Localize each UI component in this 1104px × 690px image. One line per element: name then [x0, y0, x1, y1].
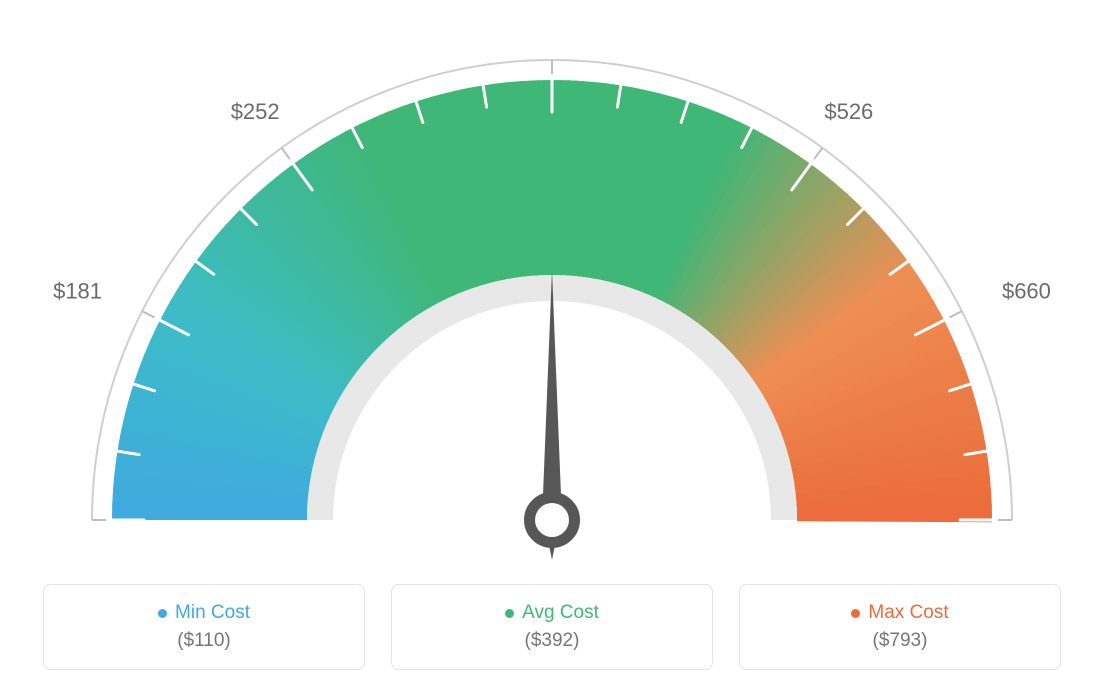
legend-value-avg: ($392)	[525, 630, 580, 652]
legend-title-max: Max Cost	[868, 602, 948, 624]
legend-card-max: Max Cost ($793)	[739, 584, 1061, 670]
legend-card-min: Min Cost ($110)	[43, 584, 365, 670]
legend-card-avg: Avg Cost ($392)	[391, 584, 713, 670]
dot-icon	[158, 609, 167, 618]
tick-label: $660	[1002, 278, 1051, 303]
legend-title-row: Min Cost	[158, 602, 250, 624]
legend-title-row: Avg Cost	[505, 602, 599, 624]
tick-label: $526	[824, 99, 873, 124]
dot-icon	[505, 609, 514, 618]
legend-value-min: ($110)	[177, 630, 231, 652]
gauge: $110$181$252$392$526$660$793	[52, 20, 1052, 580]
legend-title-min: Min Cost	[175, 602, 250, 624]
legend-title-avg: Avg Cost	[522, 602, 599, 624]
gauge-svg: $110$181$252$392$526$660$793	[52, 20, 1052, 580]
legend-value-max: ($793)	[873, 630, 928, 652]
legend-title-row: Max Cost	[851, 602, 948, 624]
chart-container: $110$181$252$392$526$660$793 Min Cost ($…	[0, 0, 1104, 690]
tick-label: $252	[231, 99, 280, 124]
tick-label: $181	[53, 278, 102, 303]
dot-icon	[851, 609, 860, 618]
legend-row: Min Cost ($110) Avg Cost ($392) Max Cost…	[43, 584, 1061, 670]
